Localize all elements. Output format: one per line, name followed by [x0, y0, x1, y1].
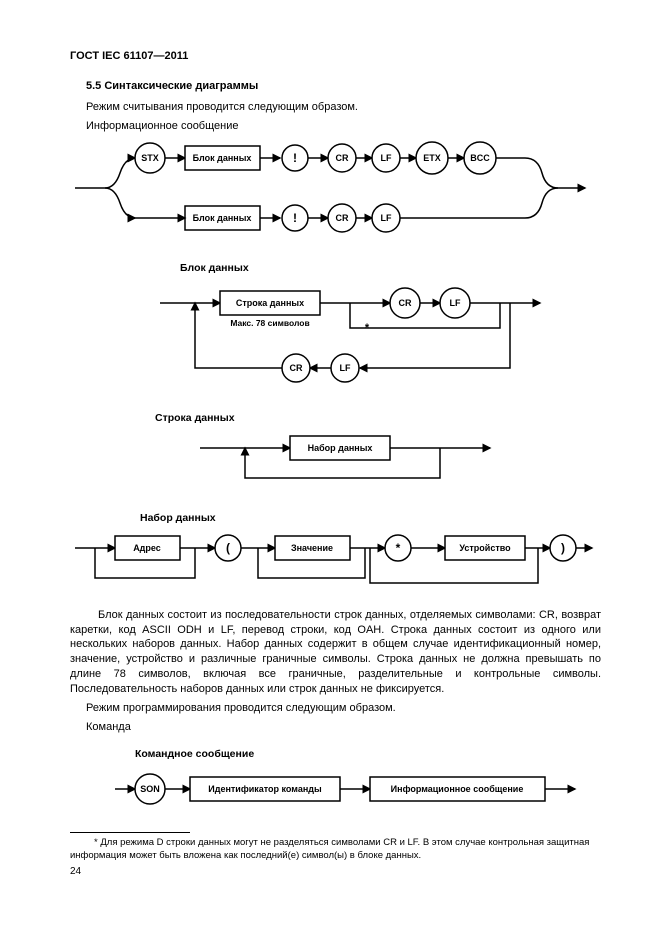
node-cr-top: CR: [336, 153, 349, 163]
paragraph-main: Блок данных состоит из последовательност…: [70, 608, 601, 697]
label-block: Блок данных: [180, 262, 601, 274]
intro-line-2: Информационное сообщение: [70, 119, 601, 134]
footnote-separator: [70, 832, 190, 833]
node-lf2: LF: [450, 298, 461, 308]
node-star2: *: [365, 322, 370, 334]
max-label: Макс. 78 символов: [230, 318, 309, 328]
node-etx: ETX: [423, 153, 441, 163]
section-title: 5.5 Синтаксические диаграммы: [70, 80, 601, 92]
node-i-bot: !: [293, 211, 297, 225]
label-cmdmsg: Командное сообщение: [135, 748, 601, 760]
page-number: 24: [70, 866, 601, 877]
node-set: Набор данных: [308, 443, 373, 453]
node-cmd-info: Информационное сообщение: [391, 784, 524, 794]
node-cr2: CR: [399, 298, 412, 308]
after-line-1: Режим программирования проводится следую…: [70, 701, 601, 716]
diagram-line: Набор данных: [70, 428, 601, 498]
diagram-command: SON Идентификатор команды Информационное…: [70, 764, 601, 814]
after-line-2: Команда: [70, 720, 601, 735]
diagram-set: Адрес ( Значение * Устройство ): [70, 528, 601, 598]
label-line: Строка данных: [155, 412, 601, 424]
node-rp: ): [561, 541, 565, 555]
node-cr-bot: CR: [336, 213, 349, 223]
node-stx: STX: [141, 153, 159, 163]
node-block-top: Блок данных: [193, 153, 252, 163]
node-star4: *: [396, 541, 401, 555]
node-lp: (: [226, 541, 230, 555]
node-block-bot: Блок данных: [193, 213, 252, 223]
diagram-info-message: STX Блок данных ! CR LF ETX BCC Блок дан…: [70, 138, 601, 248]
diagram-block: Строка данных Макс. 78 символов * CR LF …: [70, 278, 601, 398]
node-son: SON: [140, 784, 160, 794]
node-addr: Адрес: [133, 543, 161, 553]
node-val: Значение: [291, 543, 333, 553]
intro-line-1: Режим считывания проводится следующим об…: [70, 100, 601, 115]
label-set: Набор данных: [140, 512, 601, 524]
node-lf-top: LF: [381, 153, 392, 163]
node-lf-bot: LF: [381, 213, 392, 223]
node-lf2b: LF: [340, 363, 351, 373]
node-line: Строка данных: [236, 298, 304, 308]
footnote: * Для режима D строки данных могут не ра…: [70, 837, 601, 862]
node-cr2b: CR: [290, 363, 303, 373]
node-i-top: !: [293, 151, 297, 165]
node-dev: Устройство: [459, 543, 511, 553]
doc-header: ГОСТ IEC 61107—2011: [70, 50, 601, 62]
node-cmd-id: Идентификатор команды: [208, 784, 322, 794]
node-bcc: BCC: [470, 153, 490, 163]
